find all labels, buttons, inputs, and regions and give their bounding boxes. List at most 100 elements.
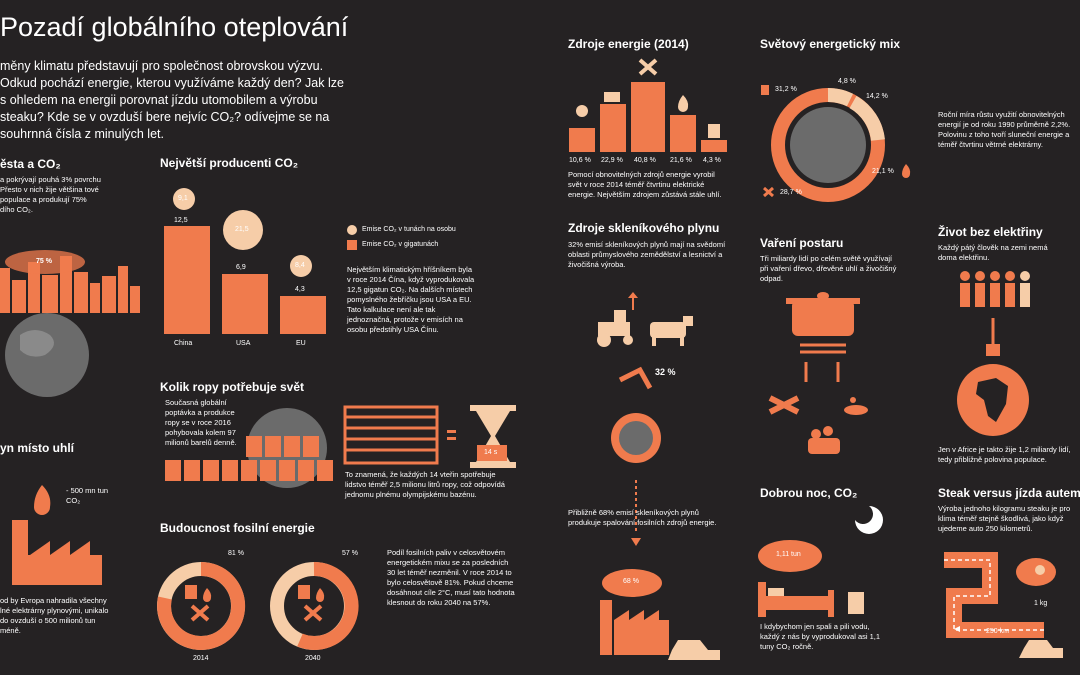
arrow-icon: [954, 626, 960, 632]
greenhouse-percent-32: 32 %: [655, 367, 676, 377]
fossil-ring-2014: [157, 561, 246, 650]
steak-icon: [1016, 558, 1056, 586]
steak-distance: 250 km: [986, 628, 1009, 635]
bubble-china: [173, 188, 195, 210]
oil-barrel-icon: [708, 124, 720, 138]
steak-text: Výroba jednoho kilogramu steaku je pro k…: [938, 504, 1071, 533]
gas-flame-icon: [34, 485, 51, 515]
cow-icon: [650, 316, 693, 346]
mix-text: Roční míra růstu využití obnovitelných e…: [938, 110, 1071, 149]
solar-panel-icon: [604, 92, 620, 102]
greenhouse-percent-68: 68 %: [623, 578, 639, 585]
earth-heading: ěsta a CO₂: [0, 157, 61, 171]
coal-mining-icon: [763, 186, 774, 198]
city-skyline-icon: [0, 250, 140, 313]
car-icon: [1019, 640, 1063, 658]
label-china: China: [174, 340, 193, 347]
bubble-usa: [223, 210, 263, 250]
gas-flame-icon: [902, 164, 911, 178]
firewood-icon: [768, 395, 800, 415]
energy-sources-chart: [569, 58, 727, 152]
mix-value: 31,2 %: [775, 86, 797, 93]
noelectricity-text: Každý pátý člověk na zemi nemá doma elek…: [938, 243, 1048, 262]
road-icon: [944, 552, 1044, 638]
eu-total: 4,3: [295, 286, 305, 293]
bar-eu: [280, 296, 326, 334]
earth-globe-icon: [5, 313, 89, 397]
night-heading: Dobrou noc, CO₂: [760, 486, 858, 500]
cooking-heading: Vaření postaru: [760, 236, 844, 250]
china-per-capita: 9,1: [178, 195, 188, 202]
mix-value: 14,2 %: [866, 93, 888, 100]
earth-text: a pokrývají pouhá 3% povrchu Přesto v ni…: [0, 175, 101, 214]
factory-icon: [12, 520, 102, 585]
oil-text: Současná globální poptávka a produkce ro…: [165, 398, 237, 447]
oil-barrels-icon: [165, 408, 333, 488]
steak-heading: Steak versus jízda autem: [938, 486, 1080, 500]
coal-amount: - 500 mn tun CO₂: [66, 486, 109, 505]
noelectricity-heading: Život bez elektřiny: [938, 225, 1043, 239]
fossil-pct-2040: 57 %: [342, 550, 358, 557]
arrow-up-icon: [628, 292, 638, 310]
fossil-ring-2040: [270, 561, 359, 650]
stars-icon: [848, 514, 850, 522]
fossil-text: Podíl fosilních paliv v celosvětovém ene…: [387, 548, 515, 607]
legend-square: [347, 240, 357, 250]
label-eu: EU: [296, 340, 306, 347]
thought-cloud-icon: [758, 540, 822, 572]
arrow-down-icon: [631, 538, 641, 546]
people-icon: [960, 271, 1030, 307]
fossil-heading: Budoucnost fosilní energie: [160, 521, 315, 535]
source-value: 10,6 %: [569, 157, 591, 164]
usa-total: 6,9: [236, 264, 246, 271]
hourglass-icon: [470, 405, 516, 468]
greenhouse-text2: Přibližně 68% emisí skleníkových plynů p…: [568, 508, 717, 527]
noelectricity-text2: Jen v Africe je takto žije 1,2 miliardy …: [938, 445, 1071, 464]
car-icon: [668, 640, 720, 660]
oil-barrel-icon: [761, 85, 769, 95]
factory-pollution-icon: [600, 569, 669, 655]
source-value: 21,6 %: [670, 157, 692, 164]
fossil-year-2014: 2014: [193, 655, 209, 662]
cooking-pot-icon: [786, 292, 860, 354]
source-value: 22,9 %: [601, 157, 623, 164]
usa-per-capita: 21,5: [235, 226, 249, 233]
coal-mining-icon: [638, 58, 658, 76]
producers-heading: Největší producenti CO₂: [160, 156, 299, 170]
china-total: 12,5: [174, 217, 188, 224]
mix-value: 4,8 %: [838, 78, 856, 85]
night-amount: 1,11 tun: [776, 551, 801, 558]
oil-seconds: 14 s: [484, 449, 498, 456]
water-glass-icon: [848, 592, 864, 614]
bed-icon: [758, 582, 834, 617]
cooking-text: Tři miliardy lidí po celém světě využíva…: [760, 254, 897, 283]
label-usa: USA: [236, 340, 251, 347]
swimming-pool-icon: [343, 405, 439, 465]
sources-text: Pomocí obnovitelných zdrojů energie vyro…: [568, 170, 722, 199]
steak-weight: 1 kg: [1034, 600, 1048, 607]
fossil-year-2040: 2040: [305, 655, 321, 662]
source-value: 4,3 %: [703, 157, 721, 164]
greenhouse-text: 32% emisí skleníkových plynů mají na svě…: [568, 240, 726, 269]
animal-waste-icon: [844, 397, 868, 415]
earth-percent: 75 %: [36, 258, 52, 265]
coal-heading: yn místo uhlí: [0, 441, 75, 455]
nuclear-icon: [576, 105, 588, 117]
charcoal-icon: [808, 426, 840, 454]
eu-per-capita: 8,4: [295, 262, 305, 269]
greenhouse-heading: Zdroje skleníkového plynu: [568, 221, 720, 235]
source-value: 40,8 %: [634, 157, 656, 164]
mix-value: 21,1 %: [872, 168, 894, 175]
night-text: I kdybychom jen spali a pili vodu, každý…: [760, 622, 881, 651]
legend-per-capita: Emise CO₂ v tunách na osobu: [362, 226, 456, 233]
energy-mix-donut: [761, 85, 911, 202]
oil-note: To znamená, že každých 14 vteřin spotřeb…: [345, 470, 505, 499]
africa-map-icon: [957, 364, 1029, 436]
intro-text: měny klimatu představují pro společnost …: [0, 59, 344, 141]
tractor-icon: [597, 310, 633, 347]
bar-usa: [222, 274, 268, 334]
page-title: Pozadí globálního oteplování: [0, 12, 349, 42]
gas-flame-icon: [678, 95, 689, 112]
bar-china: [164, 226, 210, 334]
